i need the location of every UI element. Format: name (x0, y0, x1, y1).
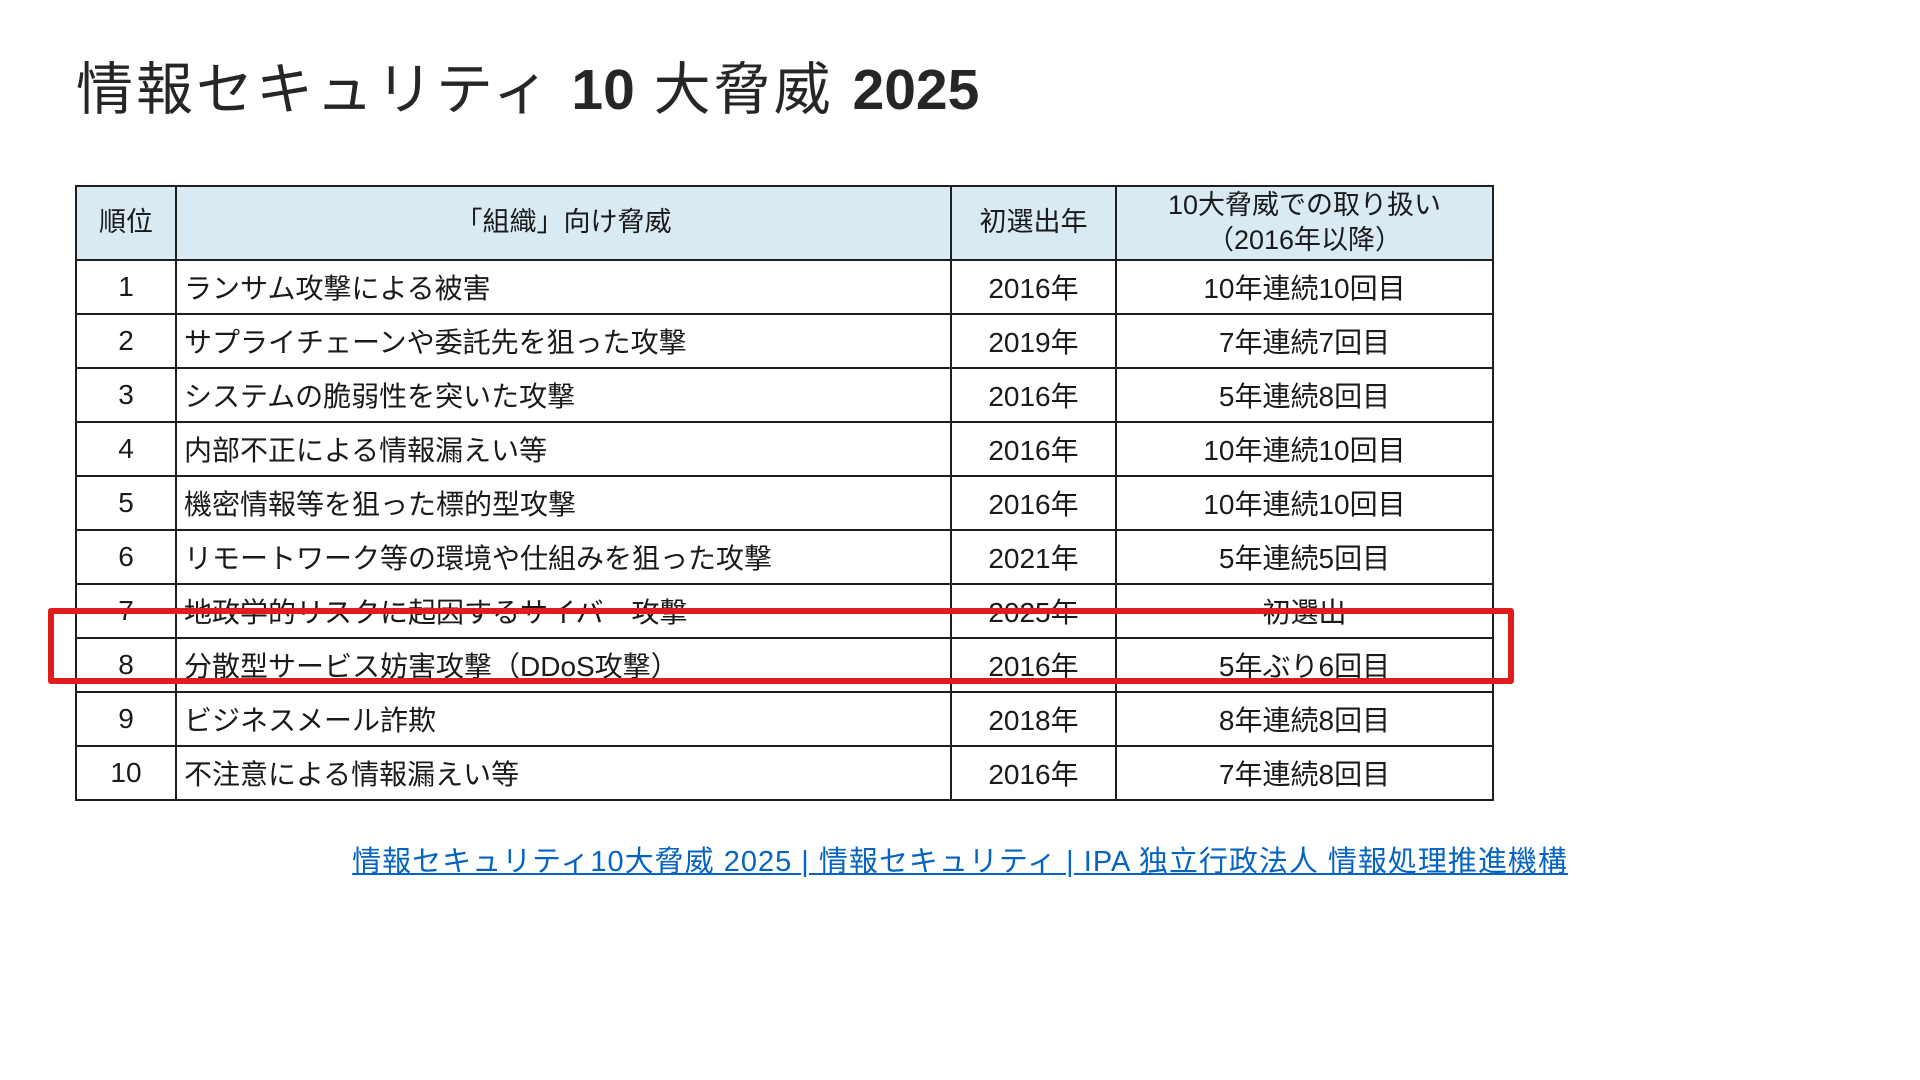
history-cell: 5年連続8回目 (1115, 367, 1494, 423)
history-cell: 8年連続8回目 (1115, 691, 1494, 747)
table-row: 10 不注意による情報漏えい等 2016年 7年連続8回目 (75, 745, 1494, 801)
header-first-year: 初選出年 (950, 185, 1117, 261)
header-rank: 順位 (75, 185, 177, 261)
year-cell: 2016年 (950, 745, 1117, 801)
table-row-highlighted: 8 分散型サービス妨害攻撃（DDoS攻撃） 2016年 5年ぶり6回目 (75, 637, 1494, 693)
table-row: 9 ビジネスメール詐欺 2018年 8年連続8回目 (75, 691, 1494, 747)
table-row: 4 内部不正による情報漏えい等 2016年 10年連続10回目 (75, 421, 1494, 477)
threat-cell: 内部不正による情報漏えい等 (175, 421, 952, 477)
threat-cell: サプライチェーンや委託先を狙った攻撃 (175, 313, 952, 369)
history-cell: 5年ぶり6回目 (1115, 637, 1494, 693)
threats-table: 順位 「組織」向け脅威 初選出年 10大脅威での取り扱い （2016年以降） 1… (75, 185, 1494, 801)
year-cell: 2018年 (950, 691, 1117, 747)
history-cell: 5年連続5回目 (1115, 529, 1494, 585)
rank-cell: 8 (75, 637, 177, 693)
rank-cell: 2 (75, 313, 177, 369)
threat-cell: システムの脆弱性を突いた攻撃 (175, 367, 952, 423)
header-threat: 「組織」向け脅威 (175, 185, 952, 261)
page-title-text-2: 大脅威 (634, 58, 853, 122)
rank-cell: 10 (75, 745, 177, 801)
table-row: 1 ランサム攻撃による被害 2016年 10年連続10回目 (75, 259, 1494, 315)
page-title-text-1: 情報セキュリティ (76, 58, 572, 122)
threat-cell: ランサム攻撃による被害 (175, 259, 952, 315)
table-row: 2 サプライチェーンや委託先を狙った攻撃 2019年 7年連続7回目 (75, 313, 1494, 369)
footer: 情報セキュリティ10大脅威 2025 | 情報セキュリティ | IPA 独立行政… (0, 838, 1920, 880)
rank-cell: 9 (75, 691, 177, 747)
rank-cell: 6 (75, 529, 177, 585)
year-cell: 2016年 (950, 259, 1117, 315)
table-header-row: 順位 「組織」向け脅威 初選出年 10大脅威での取り扱い （2016年以降） (75, 185, 1494, 261)
source-link[interactable]: 情報セキュリティ10大脅威 2025 | 情報セキュリティ | IPA 独立行政… (352, 846, 1568, 878)
rank-cell: 4 (75, 421, 177, 477)
table-row: 3 システムの脆弱性を突いた攻撃 2016年 5年連続8回目 (75, 367, 1494, 423)
threat-cell: 地政学的リスクに起因するサイバー攻撃 (175, 583, 952, 639)
header-history: 10大脅威での取り扱い （2016年以降） (1115, 185, 1494, 261)
year-cell: 2016年 (950, 475, 1117, 531)
table-row: 7 地政学的リスクに起因するサイバー攻撃 2025年 初選出 (75, 583, 1494, 639)
history-cell: 7年連続8回目 (1115, 745, 1494, 801)
rank-cell: 1 (75, 259, 177, 315)
history-cell: 10年連続10回目 (1115, 259, 1494, 315)
year-cell: 2016年 (950, 637, 1117, 693)
page-title-number-2025: 2025 (852, 58, 980, 122)
threat-cell: 機密情報等を狙った標的型攻撃 (175, 475, 952, 531)
year-cell: 2025年 (950, 583, 1117, 639)
rank-cell: 5 (75, 475, 177, 531)
year-cell: 2021年 (950, 529, 1117, 585)
threat-cell: ビジネスメール詐欺 (175, 691, 952, 747)
history-cell: 10年連続10回目 (1115, 421, 1494, 477)
year-cell: 2016年 (950, 421, 1117, 477)
table-row: 5 機密情報等を狙った標的型攻撃 2016年 10年連続10回目 (75, 475, 1494, 531)
history-cell: 初選出 (1115, 583, 1494, 639)
page-title-number-10: 10 (571, 58, 635, 122)
year-cell: 2016年 (950, 367, 1117, 423)
rank-cell: 3 (75, 367, 177, 423)
year-cell: 2019年 (950, 313, 1117, 369)
threat-cell: 不注意による情報漏えい等 (175, 745, 952, 801)
history-cell: 10年連続10回目 (1115, 475, 1494, 531)
history-cell: 7年連続7回目 (1115, 313, 1494, 369)
threat-cell: リモートワーク等の環境や仕組みを狙った攻撃 (175, 529, 952, 585)
page-title: 情報セキュリティ 10 大脅威 2025 (76, 44, 979, 126)
threat-cell: 分散型サービス妨害攻撃（DDoS攻撃） (175, 637, 952, 693)
table-row: 6 リモートワーク等の環境や仕組みを狙った攻撃 2021年 5年連続5回目 (75, 529, 1494, 585)
rank-cell: 7 (75, 583, 177, 639)
